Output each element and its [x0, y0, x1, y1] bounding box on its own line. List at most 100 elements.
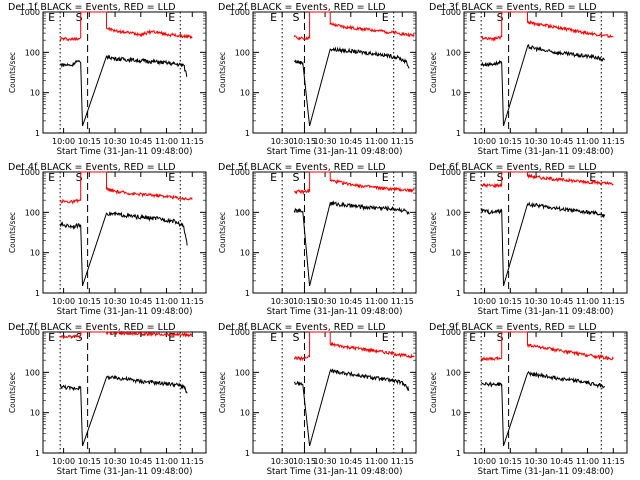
- x-tick-label: 10:45: [339, 137, 362, 146]
- plot-frame: [252, 11, 417, 134]
- x-tick-label: 10:45: [129, 457, 152, 466]
- x-tick-label: 10:15: [499, 297, 522, 306]
- x-tick-label: 10:30: [271, 457, 294, 466]
- chart-title: Det 5f BLACK = Events, RED = LLD: [218, 162, 386, 173]
- event-marker-label: E: [589, 171, 596, 184]
- x-tick-label: 10:30: [104, 297, 127, 306]
- x-tick-label: 10:30: [314, 137, 337, 146]
- series-lld-line: [59, 330, 193, 340]
- y-tick-label: 1: [245, 289, 250, 298]
- x-tick-label: 10:30: [314, 457, 337, 466]
- x-tick-label: 11:15: [602, 457, 625, 466]
- y-tick-label: 10: [30, 409, 40, 418]
- y-axis-label: Counts/sec: [8, 52, 17, 93]
- plot-frame: [463, 171, 628, 294]
- x-tick-label: 10:45: [550, 297, 573, 306]
- x-tick-label: 10:15: [293, 297, 316, 306]
- series-lld-line: [480, 331, 614, 362]
- chart-title: Det 1f BLACK = Events, RED = LLD: [8, 2, 176, 13]
- x-tick-label: 11:15: [391, 297, 414, 306]
- x-tick-label: 10:15: [293, 137, 316, 146]
- x-tick-label: 10:15: [78, 137, 101, 146]
- x-tick-label: 11:15: [181, 457, 204, 466]
- chart-panel-3: Det 3f BLACK = Events, RED = LLD 1 10 100 10…: [429, 2, 628, 157]
- y-tick-label: 1: [456, 289, 461, 298]
- x-tick-label: 11:00: [155, 297, 178, 306]
- x-tick-label: 10:30: [525, 297, 548, 306]
- y-axis-label: Counts/sec: [8, 212, 17, 253]
- x-tick-label: 11:00: [155, 137, 178, 146]
- event-marker-label: E: [270, 331, 277, 344]
- x-axis-label: Start Time (31-Jan-11 09:48:00): [57, 467, 193, 477]
- x-axis-label: Start Time (31-Jan-11 09:48:00): [267, 467, 403, 477]
- y-tick-label: 1: [35, 129, 40, 138]
- event-marker-label: E: [168, 331, 175, 344]
- x-axis-label: Start Time (31-Jan-11 09:48:00): [267, 147, 403, 157]
- x-axis-label: Start Time (31-Jan-11 09:48:00): [267, 307, 403, 317]
- x-tick-label: 10:15: [293, 457, 316, 466]
- y-axis-label: Counts/sec: [8, 372, 17, 413]
- y-tick-label: 1000: [20, 8, 40, 17]
- x-tick-label: 10:30: [525, 137, 548, 146]
- x-tick-label: 10:45: [339, 297, 362, 306]
- y-axis-label: Counts/sec: [218, 212, 227, 253]
- x-tick-label: 11:15: [602, 297, 625, 306]
- y-tick-label: 100: [446, 48, 461, 57]
- x-tick-label: 10:45: [339, 457, 362, 466]
- x-tick-label: 10:45: [550, 137, 573, 146]
- series-lld-line: [59, 11, 193, 42]
- chart-panel-6: Det 6f BLACK = Events, RED = LLD 1 10 100 10…: [429, 162, 628, 317]
- event-marker-label: E: [382, 331, 389, 344]
- event-marker-label: E: [382, 171, 389, 184]
- event-marker-label: S: [292, 331, 299, 344]
- chart-panel-9: Det 9f BLACK = Events, RED = LLD 1 10 100 10…: [429, 322, 628, 477]
- x-tick-label: 10:00: [52, 137, 75, 146]
- event-marker-label: E: [382, 11, 389, 24]
- event-marker-label: E: [168, 171, 175, 184]
- y-tick-label: 1000: [441, 328, 461, 337]
- x-tick-label: 11:15: [181, 137, 204, 146]
- event-marker-label: E: [168, 11, 175, 24]
- event-marker-label: E: [48, 11, 55, 24]
- x-tick-label: 10:15: [499, 137, 522, 146]
- event-marker-label: E: [469, 11, 476, 24]
- event-marker-label: E: [270, 11, 277, 24]
- y-tick-label: 1000: [230, 168, 250, 177]
- plot-frame: [463, 331, 628, 454]
- series-events-line: [480, 44, 605, 127]
- series-lld-line: [480, 171, 614, 189]
- series-events-line: [481, 370, 606, 447]
- y-tick-label: 1: [35, 449, 40, 458]
- event-marker-label: E: [589, 11, 596, 24]
- series-lld-line: [59, 171, 193, 205]
- y-tick-label: 10: [240, 249, 250, 258]
- y-tick-label: 1000: [20, 328, 40, 337]
- x-tick-label: 10:45: [550, 457, 573, 466]
- x-tick-label: 11:00: [576, 457, 599, 466]
- y-tick-label: 100: [446, 208, 461, 217]
- x-tick-label: 11:00: [576, 297, 599, 306]
- y-tick-label: 1: [456, 129, 461, 138]
- series-events-line: [480, 201, 606, 287]
- chart-panel-4: Det 4f BLACK = Events, RED = LLD 1 10 100 10…: [8, 162, 207, 317]
- y-tick-label: 10: [451, 249, 461, 258]
- plot-frame: [42, 171, 207, 294]
- chart-title: Det 2f BLACK = Events, RED = LLD: [218, 2, 386, 13]
- y-axis-label: Counts/sec: [429, 212, 438, 253]
- plot-frame: [252, 331, 417, 454]
- x-tick-label: 10:30: [525, 457, 548, 466]
- x-axis-label: Start Time (31-Jan-11 09:48:00): [57, 307, 193, 317]
- x-tick-label: 10:30: [104, 137, 127, 146]
- y-tick-label: 1: [35, 289, 40, 298]
- x-tick-label: 10:15: [78, 297, 101, 306]
- x-tick-label: 11:00: [576, 137, 599, 146]
- chart-title: Det 4f BLACK = Events, RED = LLD: [8, 162, 176, 173]
- series-events-line: [59, 374, 188, 447]
- event-marker-label: S: [292, 171, 299, 184]
- y-tick-label: 1000: [441, 8, 461, 17]
- y-tick-label: 1: [245, 129, 250, 138]
- x-tick-label: 11:00: [365, 457, 388, 466]
- plot-frame: [463, 11, 628, 134]
- chart-panel-7: Det 7f BLACK = Events, RED = LLD 1 10 100 10…: [8, 322, 207, 477]
